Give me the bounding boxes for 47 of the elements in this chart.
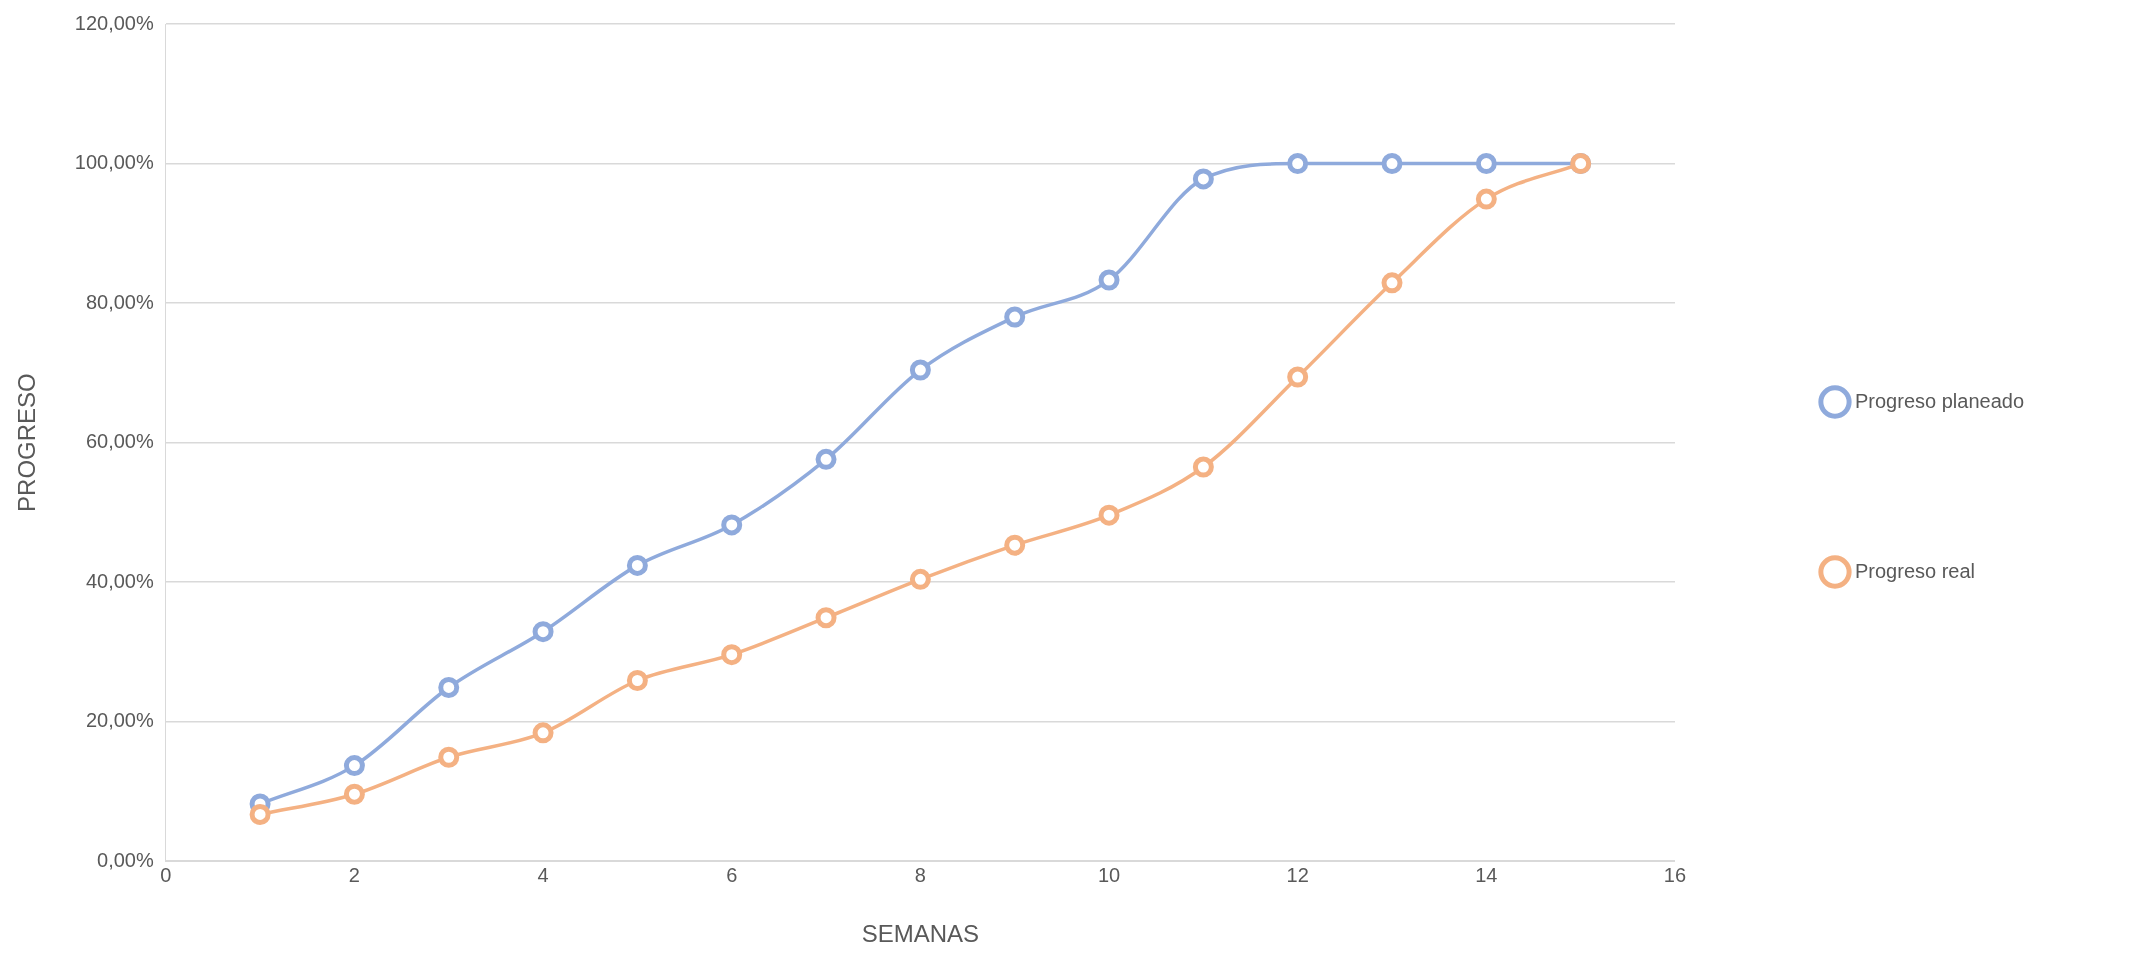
point	[1098, 504, 1120, 526]
point	[815, 448, 837, 470]
point	[909, 568, 931, 590]
point	[721, 514, 743, 536]
point	[1098, 269, 1120, 291]
point	[815, 607, 837, 629]
y-tick-label: 0,00%	[97, 848, 154, 871]
y-tick-label: 40,00%	[85, 569, 154, 592]
x-tick-label: 4	[537, 863, 549, 886]
point	[1381, 272, 1403, 294]
x-tick-label: 2	[348, 863, 360, 886]
x-tick-label: 10	[1097, 863, 1121, 886]
point	[721, 644, 743, 666]
x-tick-label: 6	[726, 863, 738, 886]
point	[1475, 188, 1497, 210]
point	[1192, 456, 1214, 478]
x-axis-title: SEMANAS	[861, 920, 980, 948]
y-tick-label: 120,00%	[74, 11, 154, 34]
legend-label: Progreso planeado	[1854, 389, 2024, 412]
point	[532, 722, 554, 744]
point	[909, 359, 931, 381]
point	[1004, 306, 1026, 328]
point	[438, 676, 460, 698]
point	[343, 783, 365, 805]
point	[343, 755, 365, 777]
point	[1287, 366, 1309, 388]
x-tick-label: 16	[1663, 863, 1687, 886]
y-tick-label: 60,00%	[85, 430, 154, 453]
x-tick-label: 14	[1475, 863, 1498, 886]
point	[1475, 153, 1497, 175]
x-tick-label: 8	[914, 863, 926, 886]
x-tick-label: 0	[160, 863, 172, 886]
point	[626, 554, 648, 576]
point	[626, 670, 648, 691]
y-tick-label: 100,00%	[74, 151, 154, 174]
y-tick-label: 80,00%	[85, 290, 154, 313]
point	[1192, 168, 1214, 190]
y-tick-label: 20,00%	[85, 709, 154, 732]
point	[1287, 153, 1309, 175]
point	[1381, 153, 1403, 175]
x-tick-label: 12	[1286, 863, 1309, 886]
legend-label: Progreso real	[1854, 559, 1976, 582]
point	[249, 803, 271, 825]
point	[532, 621, 554, 643]
point	[438, 746, 460, 768]
y-axis-title: PROGRESO	[13, 373, 41, 512]
point	[1004, 534, 1026, 556]
